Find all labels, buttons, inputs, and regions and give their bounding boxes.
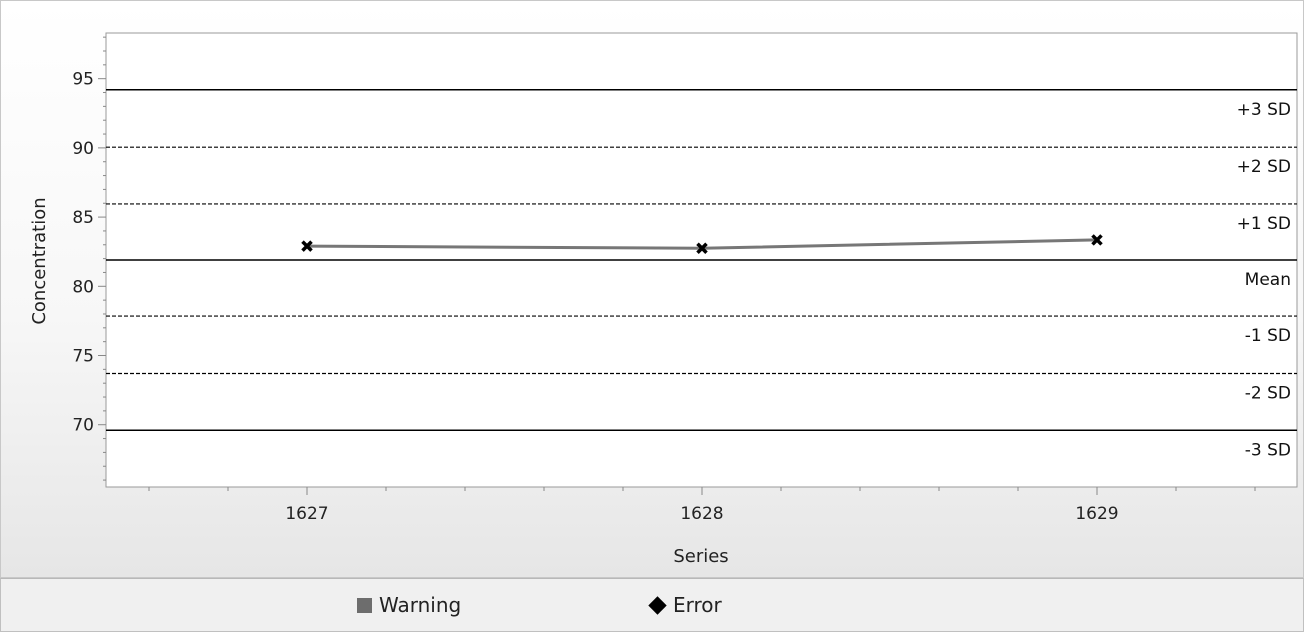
y-tick-label: 70 — [72, 416, 94, 436]
legend-item-warning[interactable]: Warning — [357, 593, 461, 617]
reference-line-label: +3 SD — [1237, 100, 1291, 120]
reference-line-label: Mean — [1245, 270, 1291, 290]
y-tick-label: 75 — [72, 347, 94, 367]
warning-square-icon — [357, 597, 372, 613]
data-point-stroke — [1091, 234, 1103, 246]
y-tick-label: 85 — [72, 208, 94, 228]
y-tick-label: 90 — [72, 139, 94, 159]
x-axis-label: Series — [673, 546, 728, 567]
data-point-stroke — [696, 242, 708, 254]
reference-line-label: +2 SD — [1237, 157, 1291, 177]
y-axis-label: Concentration — [29, 197, 50, 324]
error-diamond-icon — [648, 595, 667, 615]
x-tick-label: 1628 — [680, 504, 723, 524]
reference-line-label: -2 SD — [1245, 384, 1291, 404]
legend-label-error: Error — [673, 593, 722, 617]
chart-panel: 70 75 80 85 90 95 1627 1628 1629 +3 SD +2 SD +1 SD… — [0, 0, 1304, 578]
y-tick-label: 95 — [72, 70, 94, 90]
x-tick-label: 1627 — [285, 504, 328, 524]
legend: Warning Error — [0, 578, 1304, 632]
data-point — [1091, 234, 1103, 246]
y-tick-label: 80 — [72, 277, 94, 297]
reference-line-label: -3 SD — [1245, 440, 1291, 460]
data-point — [696, 242, 708, 254]
data-point-stroke — [301, 240, 313, 252]
reference-line-label: +1 SD — [1237, 214, 1291, 234]
qc-chart: 70 75 80 85 90 95 1627 1628 1629 +3 SD +2 SD +1 SD… — [29, 32, 1298, 567]
legend-item-error[interactable]: Error — [647, 593, 722, 617]
x-tick-label: 1629 — [1075, 504, 1118, 524]
data-point — [301, 240, 313, 252]
legend-label-warning: Warning — [379, 593, 462, 617]
reference-line-label: -1 SD — [1245, 326, 1291, 346]
